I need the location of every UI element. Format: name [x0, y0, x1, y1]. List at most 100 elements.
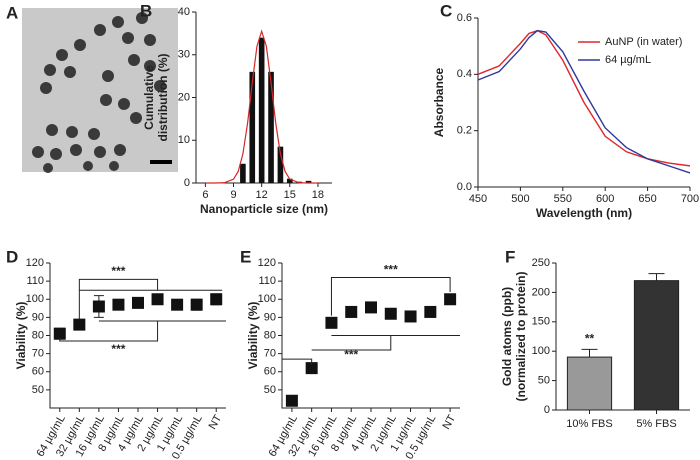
y-tick-label: 60 [264, 366, 276, 378]
y-tick-label: 40 [178, 6, 190, 18]
y-tick-label: 120 [258, 257, 276, 269]
y-tick-label: 20 [178, 91, 190, 103]
y-axis-title: Gold atoms (ppb) [500, 287, 514, 386]
x-tick-label: 6 [202, 189, 208, 201]
y-tick-label: 100 [26, 293, 44, 305]
panel-letter: F [505, 247, 515, 266]
point [132, 296, 144, 309]
x-tick-label: 10% FBS [566, 418, 612, 430]
y-tick-label: 50 [32, 384, 44, 396]
bracket [78, 278, 223, 320]
y-tick-label: 0.2 [457, 125, 472, 137]
y-tick-label: 70 [264, 348, 276, 360]
x-tick-label: 600 [596, 193, 614, 205]
panel-letter: C [440, 1, 452, 20]
y-tick-label: 120 [26, 257, 44, 269]
point [444, 293, 457, 306]
significance: ** [585, 332, 595, 346]
y-tick-label: 100 [532, 345, 550, 357]
bar [249, 71, 256, 183]
tem-image [22, 8, 178, 173]
series-line [477, 29, 691, 174]
y-tick-label: 80 [32, 329, 44, 341]
y-axis-title: (normalized to protein) [514, 272, 528, 402]
point [384, 307, 397, 320]
y-axis-title: Viability (%) [246, 302, 260, 370]
x-tick-label: 15 [284, 189, 296, 201]
bar [633, 280, 680, 411]
bar [268, 71, 274, 183]
y-tick-label: 0 [184, 177, 190, 189]
y-tick-label: 50 [264, 384, 276, 396]
panel-letter: E [240, 247, 251, 266]
y-tick-label: 110 [26, 275, 44, 287]
point [210, 293, 223, 306]
bar [258, 37, 265, 184]
significance: *** [111, 264, 125, 278]
point [92, 300, 105, 313]
y-tick-label: 150 [532, 316, 550, 328]
y-tick-label: 30 [178, 49, 190, 61]
x-tick-label: 550 [554, 193, 572, 205]
y-axis-title: distribution (%) [156, 54, 170, 142]
y-tick-label: 70 [32, 348, 44, 360]
bar [277, 146, 284, 183]
y-tick-label: 200 [532, 286, 550, 298]
y-tick-label: 90 [32, 311, 44, 323]
bracket [330, 277, 451, 316]
y-tick-label: 80 [264, 329, 276, 341]
point [404, 310, 417, 323]
y-tick-label: 90 [264, 311, 276, 323]
point [365, 301, 377, 314]
x-tick-label: 700 [681, 193, 699, 205]
point [151, 293, 164, 306]
legend-label: AuNP (in water) [605, 36, 682, 48]
y-tick-label: 0 [544, 404, 550, 416]
x-tick-label: 18 [312, 189, 324, 201]
point [305, 362, 318, 375]
x-tick-label: 450 [469, 193, 487, 205]
scale-bar [150, 160, 172, 164]
point [112, 298, 125, 311]
panel-letter: D [6, 247, 18, 266]
x-tick-label: 650 [638, 193, 656, 205]
x-tick-label: 500 [511, 193, 529, 205]
y-tick-label: 0.0 [457, 181, 472, 193]
x-axis-title: Wavelength (nm) [536, 206, 632, 220]
point [73, 318, 86, 331]
bar [240, 163, 246, 183]
panel-letter: A [6, 3, 18, 22]
y-tick-label: 10 [178, 134, 190, 146]
y-axis-title: Cumulative [142, 65, 156, 130]
significance: *** [384, 262, 398, 276]
x-axis-title: Nanoparticle size (nm) [200, 202, 328, 216]
point [171, 298, 184, 311]
bar [566, 356, 613, 411]
y-tick-label: 110 [258, 275, 276, 287]
axis-line [281, 263, 460, 409]
x-tick-label: 12 [256, 189, 268, 201]
point [424, 305, 437, 318]
y-axis-title: Absorbance [432, 68, 446, 138]
x-tick-label: 9 [230, 189, 236, 201]
x-tick-label: NT [440, 413, 458, 432]
axis-line [49, 263, 226, 409]
point [53, 327, 66, 340]
bracket [59, 320, 226, 342]
series-line [477, 29, 691, 167]
y-tick-label: 250 [532, 257, 550, 269]
bar [286, 178, 293, 183]
point [345, 305, 358, 318]
legend-label: 64 µg/mL [605, 54, 651, 66]
y-axis-title: Viability (%) [14, 302, 28, 370]
significance: *** [344, 348, 358, 362]
y-tick-label: 0.6 [457, 12, 472, 24]
bar [305, 180, 312, 183]
y-tick-label: 50 [538, 375, 550, 387]
x-tick-label: NT [207, 413, 225, 432]
y-tick-label: 0.4 [457, 68, 472, 80]
bracket [282, 335, 460, 365]
panel-letter: B [140, 1, 152, 20]
point [190, 298, 203, 311]
